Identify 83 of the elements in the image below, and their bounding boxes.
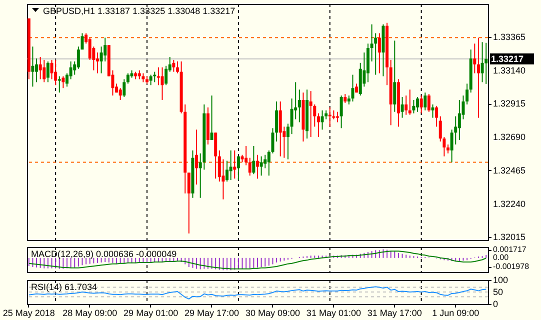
y-tick-label: 1.32015 xyxy=(493,232,526,242)
candlestick xyxy=(214,132,218,180)
candlestick xyxy=(484,42,488,84)
y-tick-label: 0.00 xyxy=(493,252,510,262)
chart-title: MACD(12,26,9) 0.000636 -0.000049 xyxy=(31,249,177,259)
candlestick xyxy=(195,129,198,186)
candlestick xyxy=(309,90,312,138)
y-tick-label: 1.32465 xyxy=(493,165,526,176)
candlestick xyxy=(435,105,438,128)
candlestick xyxy=(316,112,320,138)
candlestick xyxy=(248,157,252,176)
candlestick xyxy=(412,99,416,114)
y-tick-label: 0 xyxy=(493,299,498,309)
x-tick-label: 31 May 01:00 xyxy=(306,308,361,318)
candlestick xyxy=(278,100,282,157)
candlestick xyxy=(378,32,381,74)
candlestick xyxy=(149,74,152,86)
y-tick-label: -0.001978 xyxy=(493,262,530,271)
candlestick xyxy=(69,60,72,80)
candlestick xyxy=(38,56,42,80)
candlestick xyxy=(244,145,248,166)
candlestick xyxy=(400,96,404,118)
candlestick xyxy=(393,40,396,112)
y-tick-label: 1.33365 xyxy=(493,32,526,42)
candlestick xyxy=(340,95,343,129)
candlestick xyxy=(156,66,160,86)
candlestick xyxy=(233,150,236,180)
candlestick xyxy=(118,88,122,100)
candlestick xyxy=(187,172,190,234)
candlestick xyxy=(260,156,263,176)
y-tick-label: 100 xyxy=(493,275,508,285)
candlestick xyxy=(256,154,259,180)
x-tick-label: 29 May 01:00 xyxy=(124,308,178,318)
candlestick xyxy=(351,74,354,102)
y-tick-label: 0.001717 xyxy=(493,245,527,254)
candlestick xyxy=(126,72,130,84)
candlestick xyxy=(480,42,484,83)
candlestick xyxy=(404,95,408,116)
chart-title: GBPUSD,H1 1.33187 1.33325 1.33048 1.33217 xyxy=(43,6,236,16)
candlestick xyxy=(336,111,340,123)
candlestick xyxy=(408,89,412,116)
y-tick-label: 1.33140 xyxy=(493,65,526,76)
candlestick xyxy=(229,150,232,181)
candlestick xyxy=(431,104,434,118)
candlestick xyxy=(416,96,420,112)
candlestick xyxy=(226,160,229,182)
candlestick xyxy=(42,59,46,83)
y-tick-label: 50 xyxy=(493,287,504,297)
candlestick xyxy=(122,78,126,98)
candlestick xyxy=(172,59,176,72)
candlestick xyxy=(62,76,65,89)
y-tick-label: 1.32915 xyxy=(493,98,526,109)
y-tick-label: 1.32240 xyxy=(493,198,526,209)
line-series xyxy=(28,250,487,270)
x-tick-label: 1 Jun 09:00 xyxy=(432,308,480,318)
candlestick xyxy=(46,60,50,83)
x-tick-label: 31 May 17:00 xyxy=(367,308,422,318)
candlestick xyxy=(210,95,214,141)
candlestick xyxy=(252,145,256,175)
candlestick xyxy=(320,110,324,130)
candlestick xyxy=(35,58,38,83)
candlestick xyxy=(473,43,476,74)
y-tick-label: 1.32690 xyxy=(493,132,526,142)
candlestick xyxy=(96,52,99,74)
candlestick xyxy=(286,123,290,160)
candlestick xyxy=(164,65,168,86)
candlestick xyxy=(424,92,427,111)
candlestick xyxy=(160,66,164,100)
ref-line-label: 1.33217 xyxy=(491,54,524,64)
candlestick xyxy=(476,37,480,118)
candlestick xyxy=(176,60,179,74)
candlestick xyxy=(275,100,278,142)
chart-title: RSI(14) 61.7034 xyxy=(31,282,98,292)
candlestick xyxy=(458,99,461,141)
candlestick xyxy=(298,89,301,123)
x-tick-label: 25 May 2018 xyxy=(2,308,55,318)
candlestick xyxy=(58,76,61,94)
x-tick-label: 29 May 17:00 xyxy=(184,308,240,318)
candlestick xyxy=(31,46,34,88)
candlestick xyxy=(466,83,469,105)
candlestick xyxy=(427,94,430,112)
x-tick-label: 28 May 09:00 xyxy=(62,308,118,318)
x-tick-label: 30 May 09:00 xyxy=(245,308,300,318)
